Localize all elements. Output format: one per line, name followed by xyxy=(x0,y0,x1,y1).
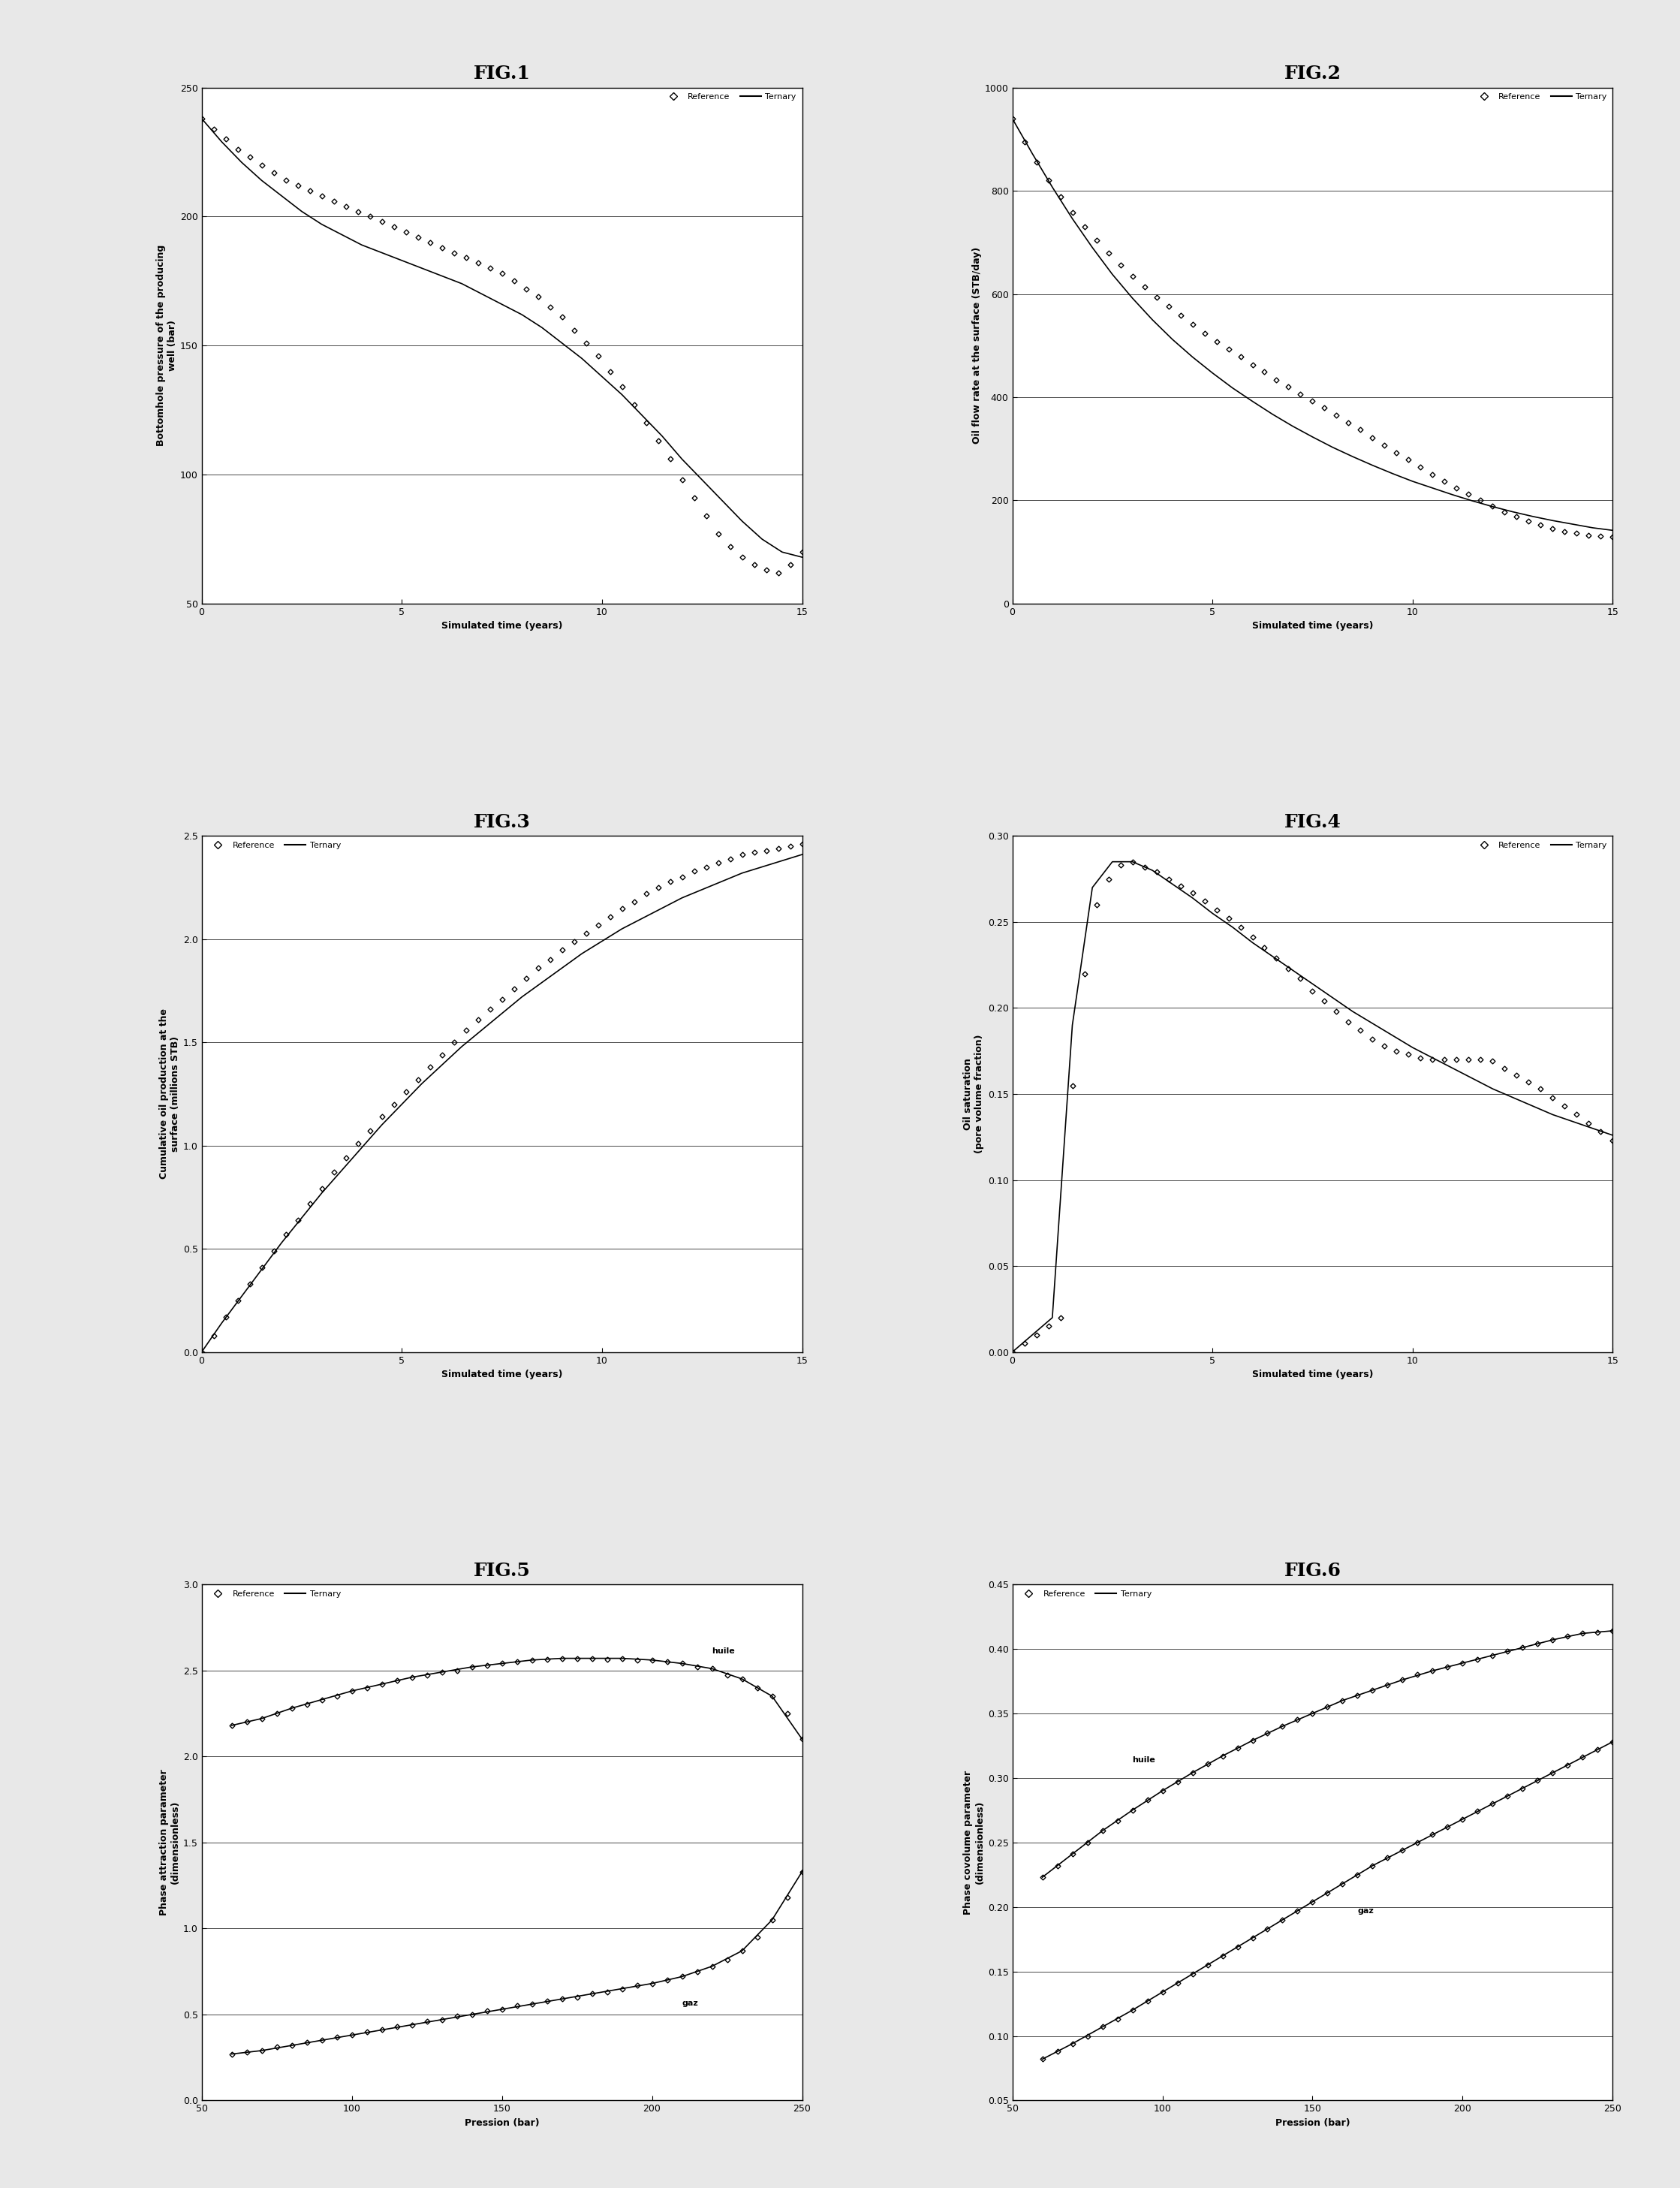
Title: FIG.5: FIG.5 xyxy=(474,1562,531,1580)
X-axis label: Pression (bar): Pression (bar) xyxy=(464,2118,539,2127)
Legend: Reference, Ternary: Reference, Ternary xyxy=(1472,92,1609,103)
Title: FIG.3: FIG.3 xyxy=(474,814,531,831)
Legend: Reference, Ternary: Reference, Ternary xyxy=(205,1588,343,1599)
Text: huile: huile xyxy=(1132,1757,1156,1764)
X-axis label: Simulated time (years): Simulated time (years) xyxy=(1252,1370,1373,1378)
Text: gaz: gaz xyxy=(1357,1908,1374,1914)
Title: FIG.4: FIG.4 xyxy=(1284,814,1341,831)
Y-axis label: Bottomhole pressure of the producing
well (bar): Bottomhole pressure of the producing wel… xyxy=(156,245,176,446)
Legend: Reference, Ternary: Reference, Ternary xyxy=(1472,840,1609,851)
X-axis label: Pression (bar): Pression (bar) xyxy=(1275,2118,1351,2127)
Y-axis label: Oil saturation
(pore volume fraction): Oil saturation (pore volume fraction) xyxy=(963,1035,984,1153)
Title: FIG.1: FIG.1 xyxy=(474,66,531,83)
Text: huile: huile xyxy=(712,1648,736,1654)
Legend: Reference, Ternary: Reference, Ternary xyxy=(1016,1588,1152,1599)
Y-axis label: Cumulative oil production at the
surface (millions STB): Cumulative oil production at the surface… xyxy=(160,1009,180,1179)
Title: FIG.6: FIG.6 xyxy=(1284,1562,1341,1580)
Legend: Reference, Ternary: Reference, Ternary xyxy=(662,92,798,103)
Y-axis label: Oil flow rate at the surface (STB/day): Oil flow rate at the surface (STB/day) xyxy=(971,247,981,444)
X-axis label: Simulated time (years): Simulated time (years) xyxy=(442,1370,563,1378)
Title: FIG.2: FIG.2 xyxy=(1284,66,1341,83)
X-axis label: Simulated time (years): Simulated time (years) xyxy=(442,621,563,630)
Y-axis label: Phase covolume parameter
(dimensionless): Phase covolume parameter (dimensionless) xyxy=(963,1770,984,1914)
X-axis label: Simulated time (years): Simulated time (years) xyxy=(1252,621,1373,630)
Y-axis label: Phase attraction parameter
(dimensionless): Phase attraction parameter (dimensionles… xyxy=(160,1770,180,1914)
Text: gaz: gaz xyxy=(682,2000,699,2006)
Legend: Reference, Ternary: Reference, Ternary xyxy=(205,840,343,851)
